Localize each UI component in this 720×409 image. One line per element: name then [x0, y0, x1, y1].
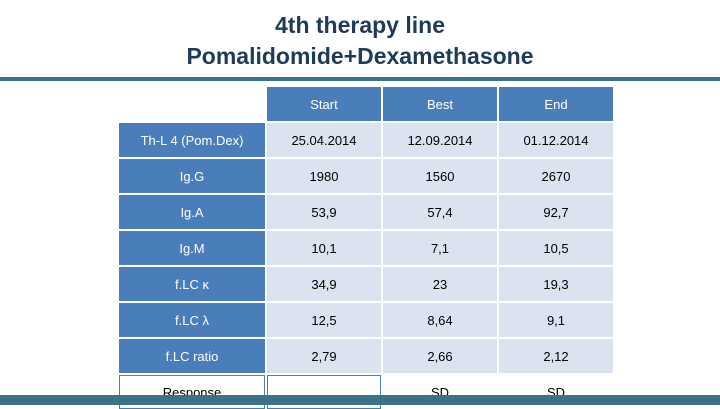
table-cell: 1980 — [267, 159, 381, 193]
title-line-1: 4th therapy line — [275, 12, 445, 38]
table-cell: 57,4 — [383, 195, 497, 229]
table-cell: 7,1 — [383, 231, 497, 265]
footer-accent-bar — [0, 395, 720, 405]
table-cell: 10,1 — [267, 231, 381, 265]
row-label-igg: Ig.G — [119, 159, 265, 193]
table-cell: 23 — [383, 267, 497, 301]
table-cell: 8,64 — [383, 303, 497, 337]
table-cell: 19,3 — [499, 267, 613, 301]
table-cell: 2670 — [499, 159, 613, 193]
row-label-flc-ratio: f.LC ratio — [119, 339, 265, 373]
table-cell: 12,5 — [267, 303, 381, 337]
table-cell: 53,9 — [267, 195, 381, 229]
table-cell: 2,79 — [267, 339, 381, 373]
row-label-flc-kappa: f.LC κ — [119, 267, 265, 301]
title-divider — [0, 77, 720, 81]
column-header-start: Start — [267, 87, 381, 121]
row-label-iga: Ig.A — [119, 195, 265, 229]
corner-cell — [119, 87, 265, 121]
table-cell: 34,9 — [267, 267, 381, 301]
table-cell: 2,12 — [499, 339, 613, 373]
row-label-therapy-line: Th-L 4 (Pom.Dex) — [119, 123, 265, 157]
title-line-2: Pomalidomide+Dexamethasone — [186, 43, 534, 69]
table-cell: 12.09.2014 — [383, 123, 497, 157]
table-cell: 01.12.2014 — [499, 123, 613, 157]
column-header-end: End — [499, 87, 613, 121]
table-cell: 9,1 — [499, 303, 613, 337]
row-label-flc-lambda: f.LC λ — [119, 303, 265, 337]
table-cell: 2,66 — [383, 339, 497, 373]
row-label-igm: Ig.M — [119, 231, 265, 265]
table-cell: 1560 — [383, 159, 497, 193]
slide-title: 4th therapy line Pomalidomide+Dexamethas… — [0, 10, 720, 72]
column-header-best: Best — [383, 87, 497, 121]
table-cell: 92,7 — [499, 195, 613, 229]
table-cell: 10,5 — [499, 231, 613, 265]
therapy-table: Start Best End Th-L 4 (Pom.Dex) 25.04.20… — [119, 87, 613, 409]
table-cell: 25.04.2014 — [267, 123, 381, 157]
